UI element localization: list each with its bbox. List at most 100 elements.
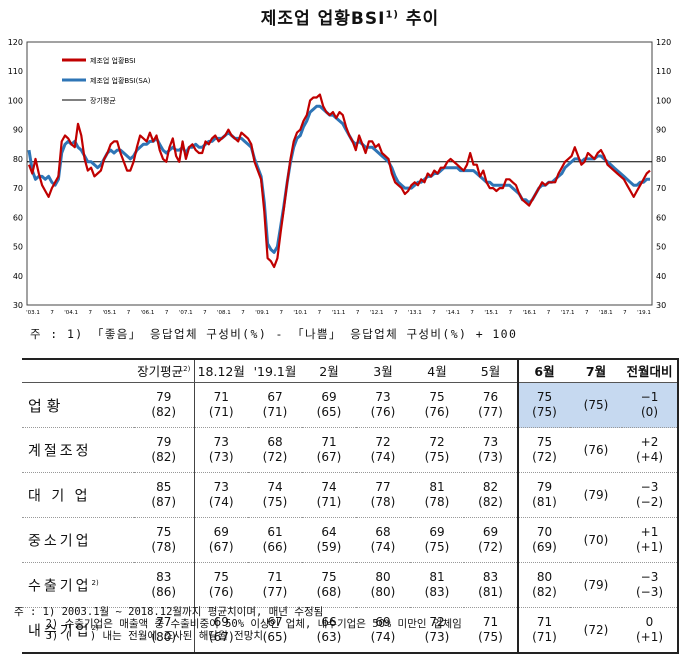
y-tick-label-left: 40 <box>13 272 23 281</box>
table-cell: 75 (72) <box>517 427 570 473</box>
x-tick-label: 7 <box>356 310 360 316</box>
x-tick-label: '14.1 <box>446 310 460 316</box>
x-tick-label: 7 <box>394 310 398 316</box>
x-tick-label: 7 <box>203 310 207 316</box>
table-cell: 79 (82) <box>134 427 194 473</box>
x-tick-label: 7 <box>241 310 245 316</box>
table-cell: 83 (86) <box>134 562 194 608</box>
table-cell: 75 (76) <box>193 562 248 608</box>
table-cell: −3 (−2) <box>622 472 679 518</box>
table-cell: (79) <box>570 472 622 518</box>
col-avg: 장기평균2) <box>134 358 194 383</box>
table-cell: 73 (73) <box>193 427 248 473</box>
table-cell: 81 (78) <box>410 472 464 518</box>
row-label: 계절조정 <box>22 427 134 473</box>
col-c1: 18.12월 <box>193 358 248 383</box>
table-cell: 73 (76) <box>356 382 410 428</box>
y-tick-label-right: 50 <box>656 243 666 252</box>
y-tick-label-left: 120 <box>8 38 23 47</box>
page-title: 제조업 업황BSI1) 추이 <box>260 9 440 29</box>
table-cell: 72 (73) <box>410 607 464 654</box>
x-tick-label: '15.1 <box>484 310 498 316</box>
x-tick-label: '09.1 <box>255 310 269 316</box>
table-cell: 73 (74) <box>193 472 248 518</box>
bsi-line-chart: 30 40 50 60 70 80 90 100 110 120 30 40 50 60 70 80 90 10… <box>8 38 672 316</box>
x-tick-label: 7 <box>509 310 513 316</box>
x-tick-label: 7 <box>623 310 627 316</box>
x-tick-label: '03.1 <box>26 310 40 316</box>
x-tick-label: '18.1 <box>599 310 613 316</box>
y-tick-label-left: 110 <box>8 67 23 76</box>
col-c9: 전월대비 <box>622 358 679 383</box>
table-cell: (75) <box>570 382 622 428</box>
x-tick-label: '11.1 <box>332 310 346 316</box>
y-tick-label-left: 80 <box>13 155 23 164</box>
table-cell: 72 (74) <box>356 427 410 473</box>
table-cell: 81 (83) <box>410 562 464 608</box>
table-cell: 67 (71) <box>248 382 302 428</box>
note-line: 3) ( ) 내는 전월에 조사된 해당월 전망치 <box>14 630 264 642</box>
x-tick-label: '08.1 <box>217 310 231 316</box>
row-label: 수출기업2) <box>22 562 134 608</box>
table-row: 중소기업 75 (78) 69 (67) 61 (66) 64 (59) 68 (74) 69 (75)… <box>22 517 679 563</box>
table-cell: 0 (+1) <box>622 607 679 654</box>
table-cell: 69 (65) <box>302 382 356 428</box>
x-tick-label: 7 <box>279 310 283 316</box>
table-cell: 74 (71) <box>302 472 356 518</box>
table-header: 장기평균2) 18.12월 '19.1월 2월 3월 4월 5월 6월 7월 전… <box>22 358 679 383</box>
table-row: 계절조정 79 (82) 73 (73) 68 (72) 71 (67) 72 (74) 72 (75)… <box>22 427 679 473</box>
table-cell: −3 (−3) <box>622 562 679 608</box>
table-cell: 69 (67) <box>193 607 248 654</box>
x-tick-label: '10.1 <box>293 310 307 316</box>
col-c6: 5월 <box>464 358 518 383</box>
table-cell: 69 (72) <box>464 517 518 563</box>
x-tick-label: 7 <box>165 310 169 316</box>
legend-label-raw: 제조업 업황BSI <box>90 56 136 65</box>
table-cell: 73 (73) <box>464 427 518 473</box>
table-cell: 75 (76) <box>410 382 464 428</box>
chart-footnote: 주 : 1) 「좋음」 응답업체 구성비(%) - 「나쁨」 응답업체 구성비(… <box>30 327 518 341</box>
table-cell: 75 (78) <box>134 517 194 563</box>
table-cell: 76 (77) <box>464 382 518 428</box>
y-tick-label-left: 50 <box>13 243 23 252</box>
note-line: 주 : 1) 2003.1월 ~ 2018.12월까지 평균치이며, 매년 수정… <box>14 606 324 618</box>
y-tick-label-right: 60 <box>656 213 666 222</box>
x-tick-label: 7 <box>432 310 436 316</box>
table-cell: 75 (68) <box>302 562 356 608</box>
table-cell: +1 (+1) <box>622 517 679 563</box>
x-tick-label: 7 <box>89 310 93 316</box>
table-cell: +2 (+4) <box>622 427 679 473</box>
col-c3: 2월 <box>302 358 356 383</box>
x-tick-label: 7 <box>127 310 131 316</box>
table-cell: (79) <box>570 562 622 608</box>
x-tick-label: 7 <box>318 310 322 316</box>
table-cell: 69 (67) <box>193 517 248 563</box>
x-tick-label: '12.1 <box>370 310 384 316</box>
table-cell: 71 (75) <box>464 607 518 654</box>
table-cell: 68 (74) <box>356 517 410 563</box>
series-line-raw <box>27 93 651 269</box>
table-cell: 61 (66) <box>248 517 302 563</box>
legend-label-sa: 제조업 업황BSI(SA) <box>90 76 151 85</box>
col-c5: 4월 <box>410 358 464 383</box>
col-c8: 7월 <box>570 358 622 383</box>
x-tick-label: '19.1 <box>637 310 651 316</box>
x-tick-label: 7 <box>50 310 54 316</box>
y-tick-label-right: 40 <box>656 272 666 281</box>
col-c7: 6월 <box>517 358 570 383</box>
chart-legend: 제조업 업황BSI 제조업 업황BSI(SA) 장기평균 <box>62 56 151 105</box>
x-tick-label: '06.1 <box>141 310 155 316</box>
y-tick-label-right: 30 <box>656 301 666 310</box>
table-cell: 82 (82) <box>464 472 518 518</box>
note-line: 2) 수출기업은 매출액 중 수출비중이 50% 이상인 업체, 내수기업은 5… <box>14 618 462 630</box>
x-tick-label: 7 <box>585 310 589 316</box>
y-tick-label-right: 80 <box>656 155 666 164</box>
row-label: 대 기 업 <box>22 472 134 518</box>
y-tick-label-left: 100 <box>8 96 23 105</box>
table-cell: 75 (75) <box>517 382 570 428</box>
table-cell: (72) <box>570 607 622 654</box>
table-cell: 83 (81) <box>464 562 518 608</box>
table-cell: 69 (75) <box>410 517 464 563</box>
x-tick-label: 7 <box>470 310 474 316</box>
table-cell: 80 (80) <box>356 562 410 608</box>
